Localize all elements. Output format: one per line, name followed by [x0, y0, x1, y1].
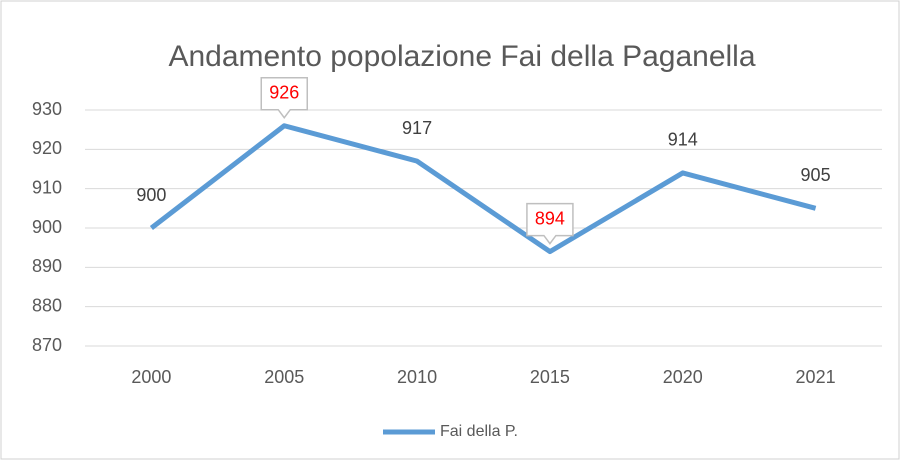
- x-tick-label: 2021: [796, 367, 836, 387]
- y-tick-label: 900: [32, 217, 62, 237]
- x-tick-label: 2015: [530, 367, 570, 387]
- x-tick-label: 2020: [663, 367, 703, 387]
- data-label: 926: [269, 82, 299, 102]
- series-line: [149, 123, 817, 255]
- y-tick-label: 930: [32, 99, 62, 119]
- data-label: 905: [801, 165, 831, 185]
- y-tick-label: 870: [32, 335, 62, 355]
- y-tick-label: 920: [32, 138, 62, 158]
- callout-box: [260, 76, 308, 119]
- chart-title: Andamento popolazione Fai della Paganell…: [168, 40, 755, 73]
- legend-label: Fai della P.: [440, 423, 518, 440]
- data-label: 914: [668, 130, 698, 150]
- y-tick-label: 890: [32, 256, 62, 276]
- data-label: 917: [402, 118, 432, 138]
- callout-box: [526, 202, 574, 245]
- data-label: 900: [136, 185, 166, 205]
- x-tick-label: 2010: [397, 367, 437, 387]
- x-tick-label: 2005: [264, 367, 304, 387]
- data-label: 894: [535, 208, 565, 228]
- y-tick-label: 880: [32, 295, 62, 315]
- y-tick-label: 910: [32, 177, 62, 197]
- x-tick-label: 2000: [131, 367, 171, 387]
